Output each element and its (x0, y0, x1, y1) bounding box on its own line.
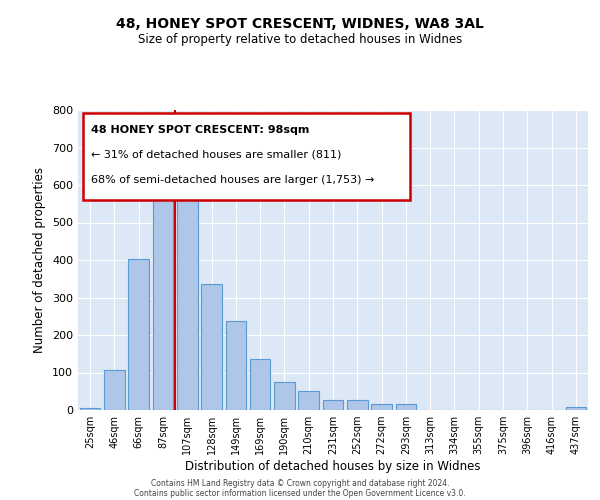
Bar (250, 358, 271, 410)
Text: 48 HONEY SPOT CRESCENT: 98sqm: 48 HONEY SPOT CRESCENT: 98sqm (91, 125, 309, 135)
Text: 48, HONEY SPOT CRESCENT, WIDNES, WA8 3AL: 48, HONEY SPOT CRESCENT, WIDNES, WA8 3AL (116, 18, 484, 32)
Text: Contains HM Land Registry data © Crown copyright and database right 2024.: Contains HM Land Registry data © Crown c… (151, 478, 449, 488)
Bar (371, 404, 392, 410)
Bar (298, 391, 319, 410)
Y-axis label: Number of detached properties: Number of detached properties (34, 167, 46, 353)
Bar (274, 382, 295, 410)
Bar (152, 178, 173, 410)
Bar (80, 408, 100, 410)
FancyBboxPatch shape (83, 113, 409, 200)
Bar (177, 188, 197, 410)
X-axis label: Distribution of detached houses by size in Widnes: Distribution of detached houses by size … (185, 460, 481, 473)
Text: ← 31% of detached houses are smaller (811): ← 31% of detached houses are smaller (81… (91, 150, 341, 160)
Bar (566, 407, 586, 410)
Text: Size of property relative to detached houses in Widnes: Size of property relative to detached ho… (138, 32, 462, 46)
Bar (347, 400, 368, 410)
Bar (323, 400, 343, 410)
Bar (201, 284, 222, 410)
Bar (395, 404, 416, 410)
Text: Contains public sector information licensed under the Open Government Licence v3: Contains public sector information licen… (134, 488, 466, 498)
Bar (226, 321, 246, 410)
Bar (128, 259, 149, 410)
Text: 68% of semi-detached houses are larger (1,753) →: 68% of semi-detached houses are larger (… (91, 175, 374, 185)
Bar (104, 370, 125, 410)
